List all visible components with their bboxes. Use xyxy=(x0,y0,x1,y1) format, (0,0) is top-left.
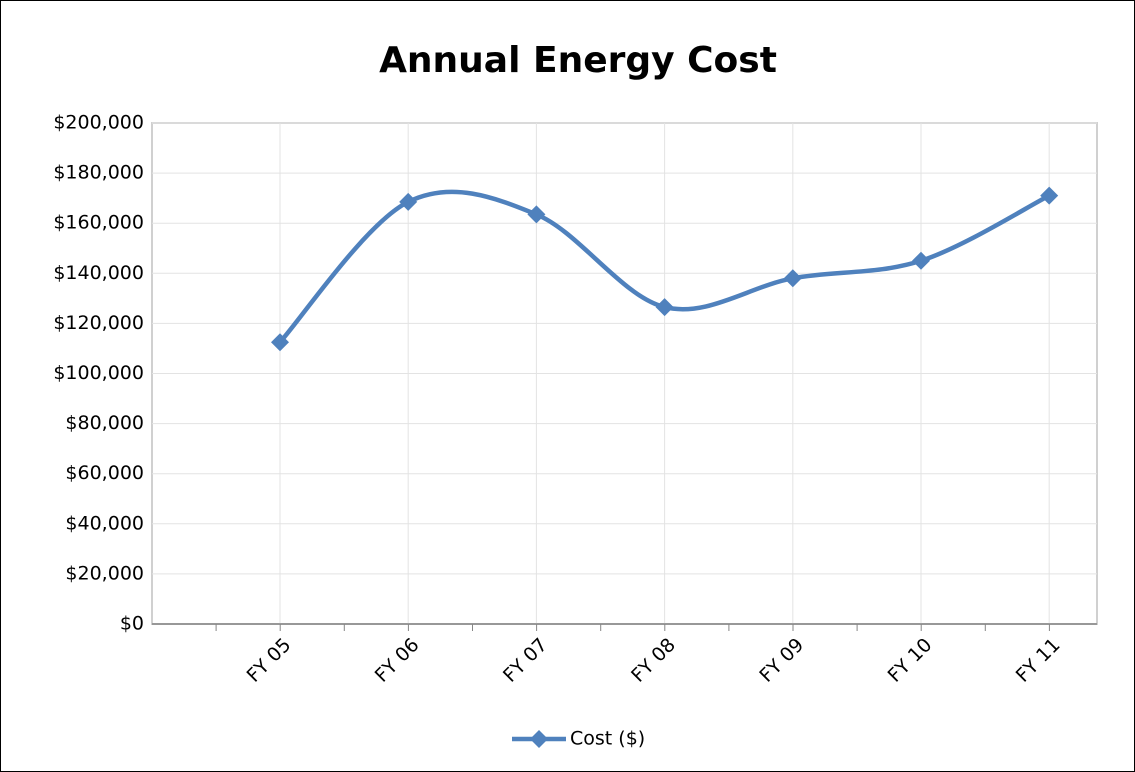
data-point xyxy=(1040,186,1059,205)
legend-label: Cost ($) xyxy=(570,728,645,750)
y-tick-label: $140,000 xyxy=(53,262,144,284)
y-tick-label: $40,000 xyxy=(65,512,144,534)
chart-title: Annual Energy Cost xyxy=(379,40,777,81)
y-tick-label: $80,000 xyxy=(65,412,144,434)
y-tick-label: $120,000 xyxy=(53,312,144,334)
data-point xyxy=(783,269,802,288)
y-tick-label: $160,000 xyxy=(53,212,144,234)
y-tick-label: $200,000 xyxy=(53,112,144,134)
y-tick-label: $180,000 xyxy=(53,162,144,184)
y-tick-label: $0 xyxy=(120,613,144,635)
data-point xyxy=(271,333,289,352)
data-point xyxy=(527,205,546,224)
y-tick-label: $100,000 xyxy=(53,362,144,384)
data-point xyxy=(912,251,930,270)
legend-marker xyxy=(530,730,548,748)
data-point xyxy=(655,298,674,317)
y-tick-label: $20,000 xyxy=(65,562,144,584)
data-point xyxy=(399,192,418,211)
y-tick-label: $60,000 xyxy=(65,462,144,484)
